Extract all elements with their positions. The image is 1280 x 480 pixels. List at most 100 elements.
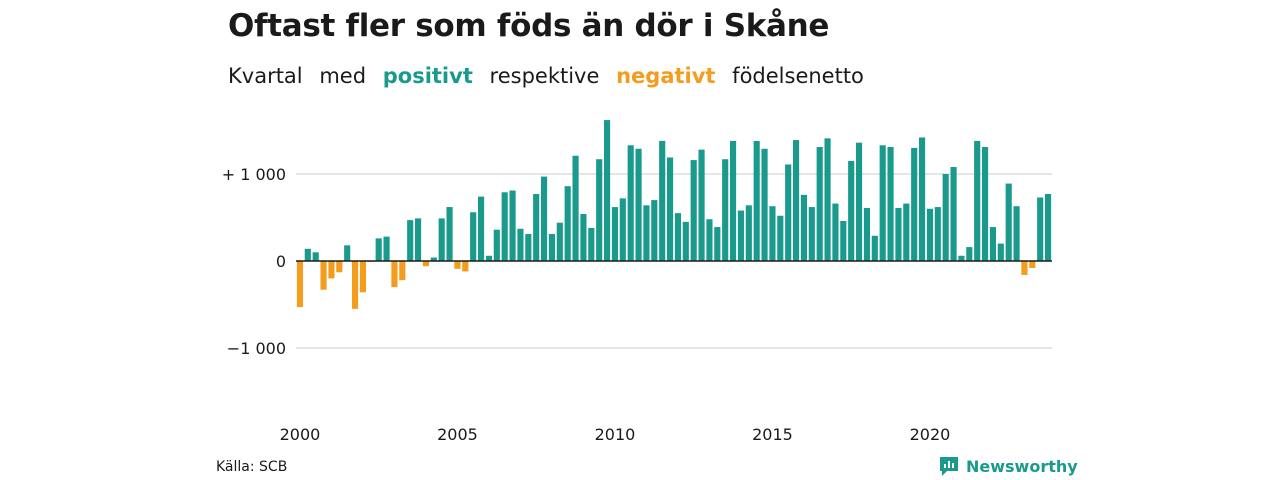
subtitle-text-respektive: respektive xyxy=(489,64,600,88)
bar xyxy=(785,164,792,261)
bar xyxy=(981,147,989,261)
bar xyxy=(934,207,941,261)
brand-name: Newsworthy xyxy=(966,456,1078,476)
bar xyxy=(446,207,453,261)
subtitle-text-med: med xyxy=(319,64,367,88)
bar xyxy=(714,227,721,261)
bar xyxy=(517,228,524,261)
subtitle-positive-label: positivt xyxy=(382,64,473,88)
bar xyxy=(296,261,304,308)
x-tick-label: 2000 xyxy=(280,425,321,444)
bar xyxy=(863,207,871,261)
bar xyxy=(729,140,737,261)
bar xyxy=(989,227,997,261)
bar xyxy=(911,147,918,261)
bar xyxy=(950,167,957,261)
bar xyxy=(903,203,910,261)
bar xyxy=(974,140,981,261)
bar xyxy=(344,245,351,261)
bar xyxy=(792,140,800,261)
bar xyxy=(777,215,784,261)
bar xyxy=(328,261,335,279)
x-tick-label: 2005 xyxy=(437,425,478,444)
y-tick-label: + 1 000 xyxy=(222,165,286,184)
bar xyxy=(383,236,390,261)
bar xyxy=(351,261,359,309)
chart-subtitle: Kvartal med positivt respektive negativt… xyxy=(228,64,864,88)
bar xyxy=(1005,183,1012,261)
bar xyxy=(926,208,934,261)
bar xyxy=(871,235,878,261)
bar xyxy=(761,148,768,261)
bar xyxy=(611,207,619,261)
bar xyxy=(603,120,611,261)
bar xyxy=(1037,197,1044,261)
bar xyxy=(627,145,634,261)
bar xyxy=(470,212,477,261)
bar xyxy=(391,261,398,288)
bar xyxy=(722,159,729,261)
bar xyxy=(375,238,382,261)
bar xyxy=(682,221,689,261)
chart-title: Oftast fler som föds än dör i Skåne xyxy=(228,8,830,44)
bar xyxy=(942,174,949,261)
bar xyxy=(414,218,422,261)
bar xyxy=(304,248,311,261)
bar xyxy=(556,222,563,261)
y-axis: + 1 000 0 −1 000 xyxy=(222,165,286,358)
bar xyxy=(848,160,855,261)
bar xyxy=(635,148,642,261)
bar xyxy=(918,137,926,261)
bar xyxy=(887,147,894,261)
bar xyxy=(359,261,367,293)
bar xyxy=(745,205,752,261)
x-tick-label: 2020 xyxy=(910,425,951,444)
newsworthy-logo-icon xyxy=(940,457,958,476)
x-tick-label: 2010 xyxy=(595,425,636,444)
bar xyxy=(572,155,579,261)
bar xyxy=(312,252,319,261)
bars xyxy=(296,120,1052,309)
bar xyxy=(698,149,705,261)
bar xyxy=(477,196,485,261)
bar xyxy=(958,255,965,261)
bar xyxy=(966,247,973,261)
bar xyxy=(753,140,760,261)
bar xyxy=(564,186,571,261)
bar xyxy=(879,145,886,261)
subtitle-text-fodelsenetto: födelsenetto xyxy=(732,64,864,88)
bar xyxy=(596,159,603,261)
bar xyxy=(666,157,674,261)
bar xyxy=(824,138,831,261)
bar xyxy=(501,192,508,261)
bar xyxy=(540,176,548,261)
bar xyxy=(533,194,540,261)
bar xyxy=(525,234,532,261)
source-note: Källa: SCB xyxy=(216,459,288,475)
brand[interactable]: Newsworthy xyxy=(938,455,1078,477)
bar xyxy=(1013,206,1020,261)
subtitle-text-kvartal: Kvartal xyxy=(228,64,303,88)
bar xyxy=(454,261,461,269)
bar xyxy=(580,214,587,261)
bar xyxy=(485,255,493,261)
bar xyxy=(997,243,1004,261)
bar xyxy=(493,229,500,261)
bar xyxy=(407,220,414,261)
bar xyxy=(832,203,839,261)
bar xyxy=(588,227,595,261)
bar xyxy=(840,220,847,261)
bar xyxy=(1029,261,1036,268)
y-tick-label: 0 xyxy=(276,252,286,271)
bar xyxy=(548,234,556,261)
y-tick-label: −1 000 xyxy=(227,339,286,358)
bar xyxy=(855,142,863,261)
bar xyxy=(438,218,445,261)
grid-lines xyxy=(296,173,1052,349)
bar xyxy=(1021,261,1028,275)
bar xyxy=(619,198,626,261)
bar xyxy=(816,147,823,261)
x-tick-label: 2015 xyxy=(752,425,793,444)
bar xyxy=(674,213,682,261)
